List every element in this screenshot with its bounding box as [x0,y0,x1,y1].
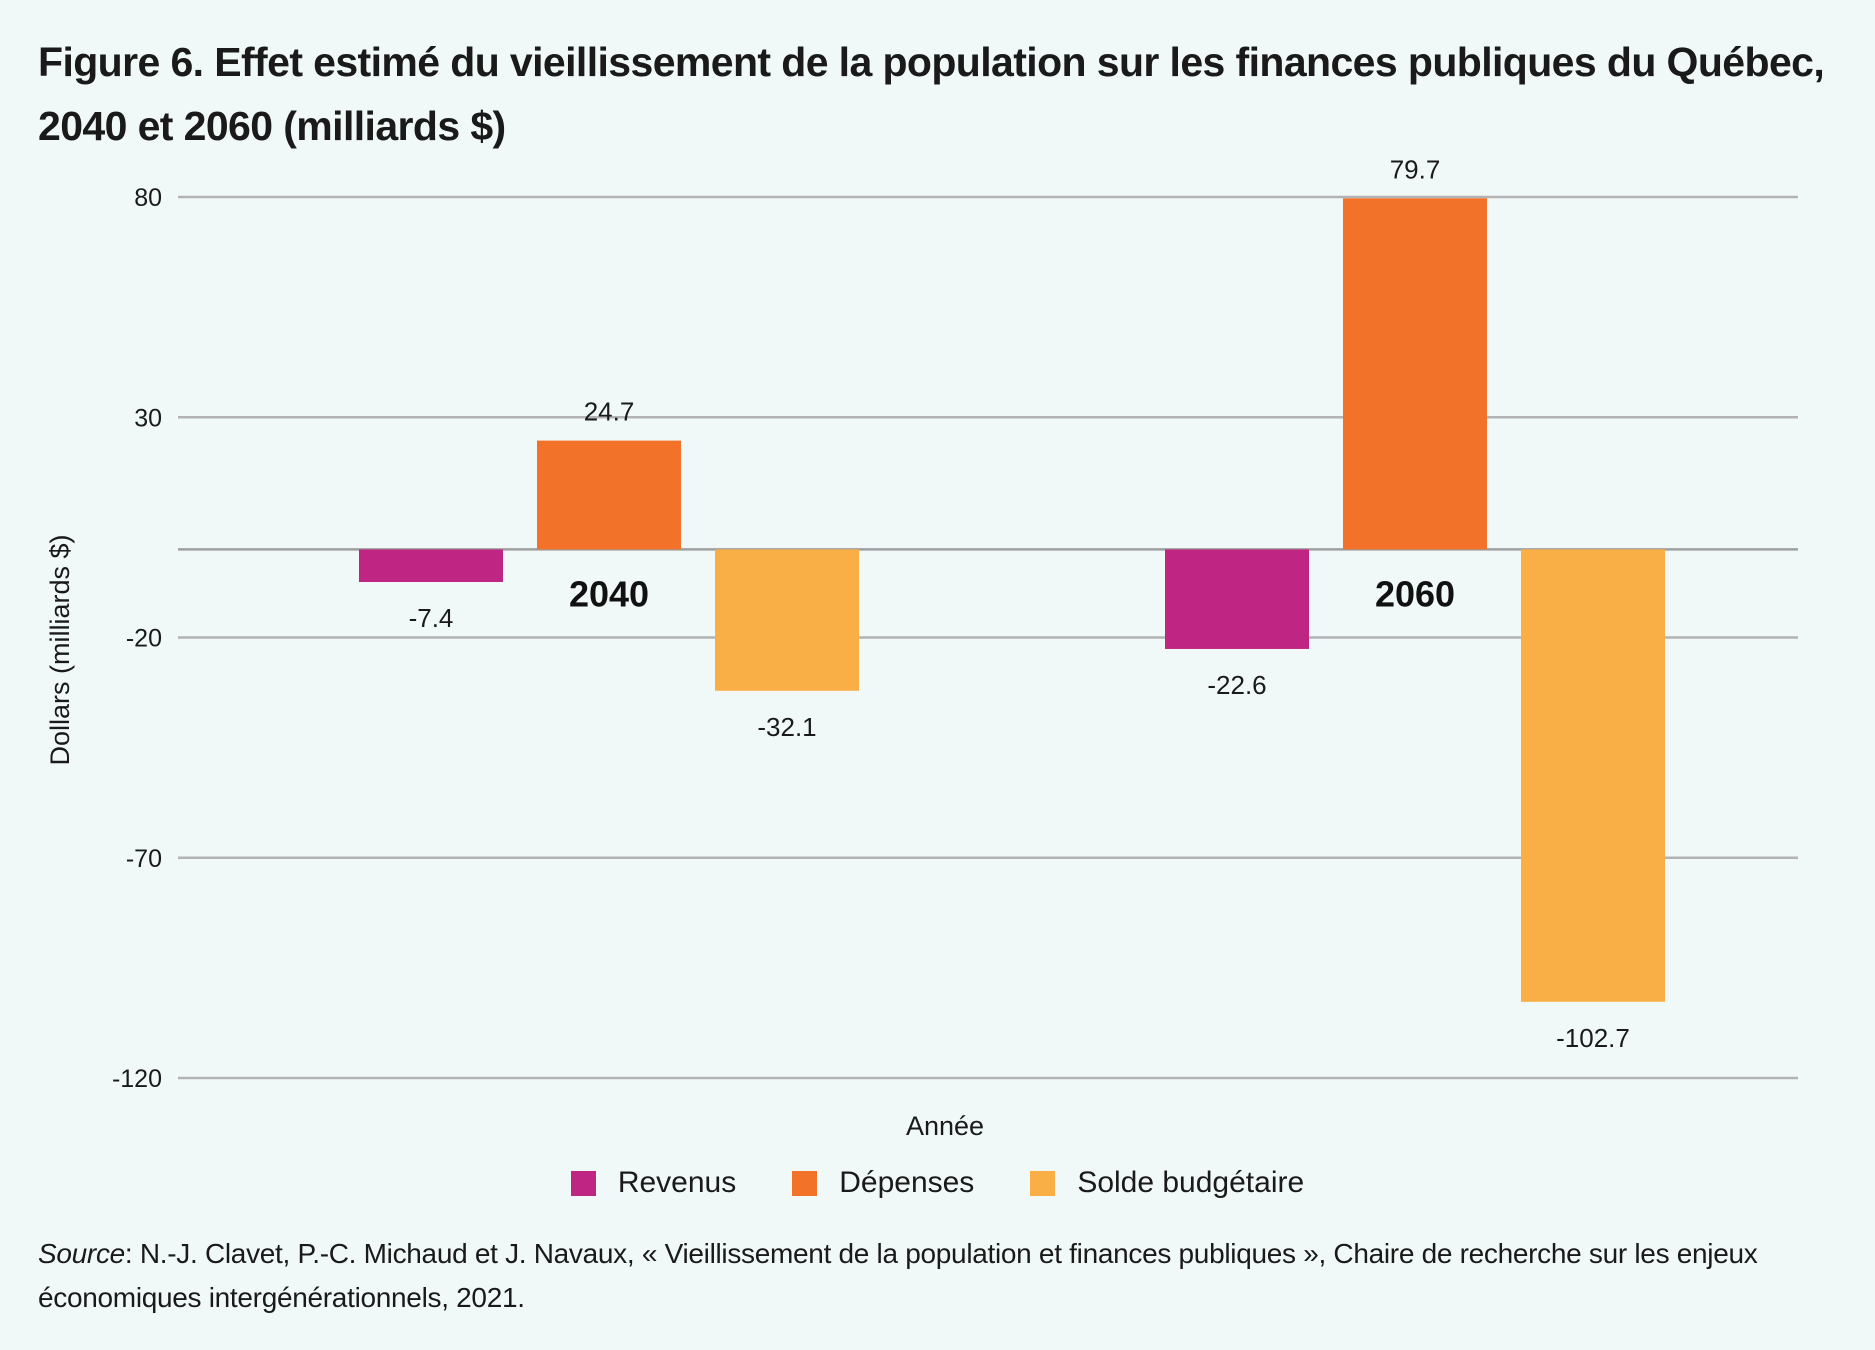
source-note: Source: N.-J. Clavet, P.-C. Michaud et J… [38,1232,1838,1320]
legend-item: Dépenses [792,1166,974,1200]
legend-item: Revenus [570,1166,737,1200]
bar [359,549,503,582]
y-tick-label: -120 [112,1065,162,1093]
bar [1165,549,1309,649]
y-axis-title: Dollars (milliards $) [45,534,75,765]
y-tick-label: 30 [134,404,162,432]
data-label: -102.7 [1556,1023,1630,1053]
data-label: 79.7 [1390,154,1441,184]
y-tick-label: 80 [134,184,162,212]
y-tick-label: -70 [126,845,162,873]
category-label: 2060 [1375,573,1455,614]
bar-chart: 80 30 -20 -70 -120 -7.4 24.7 -32.1 2040 -22.6 79.7… [45,154,1798,1141]
bar [1343,198,1487,550]
bar [715,549,859,691]
x-axis-title: Année [906,1111,984,1141]
legend-label: Dépenses [839,1166,975,1199]
legend-swatch [792,1170,818,1196]
legend-label: Revenus [617,1166,737,1199]
legend-label: Solde budgétaire [1077,1166,1305,1199]
legend-swatch [570,1170,596,1196]
legend: Revenus Dépenses Solde budgétaire [0,1166,1875,1200]
source-label: Source [38,1238,125,1269]
legend-swatch [1030,1170,1056,1196]
data-label: -7.4 [409,603,454,633]
data-label: 24.7 [584,397,635,427]
chart-title: Figure 6. Effet estimé du vieillissement… [38,39,1825,149]
category-label: 2040 [569,573,649,614]
source-text: : N.-J. Clavet, P.-C. Michaud et J. Nava… [38,1238,1758,1313]
legend-item: Solde budgétaire [1030,1166,1304,1200]
bar [537,440,681,550]
data-label: -32.1 [757,712,816,742]
bar [1521,549,1665,1002]
data-label: -22.6 [1207,670,1266,700]
y-tick-label: -20 [126,625,162,653]
